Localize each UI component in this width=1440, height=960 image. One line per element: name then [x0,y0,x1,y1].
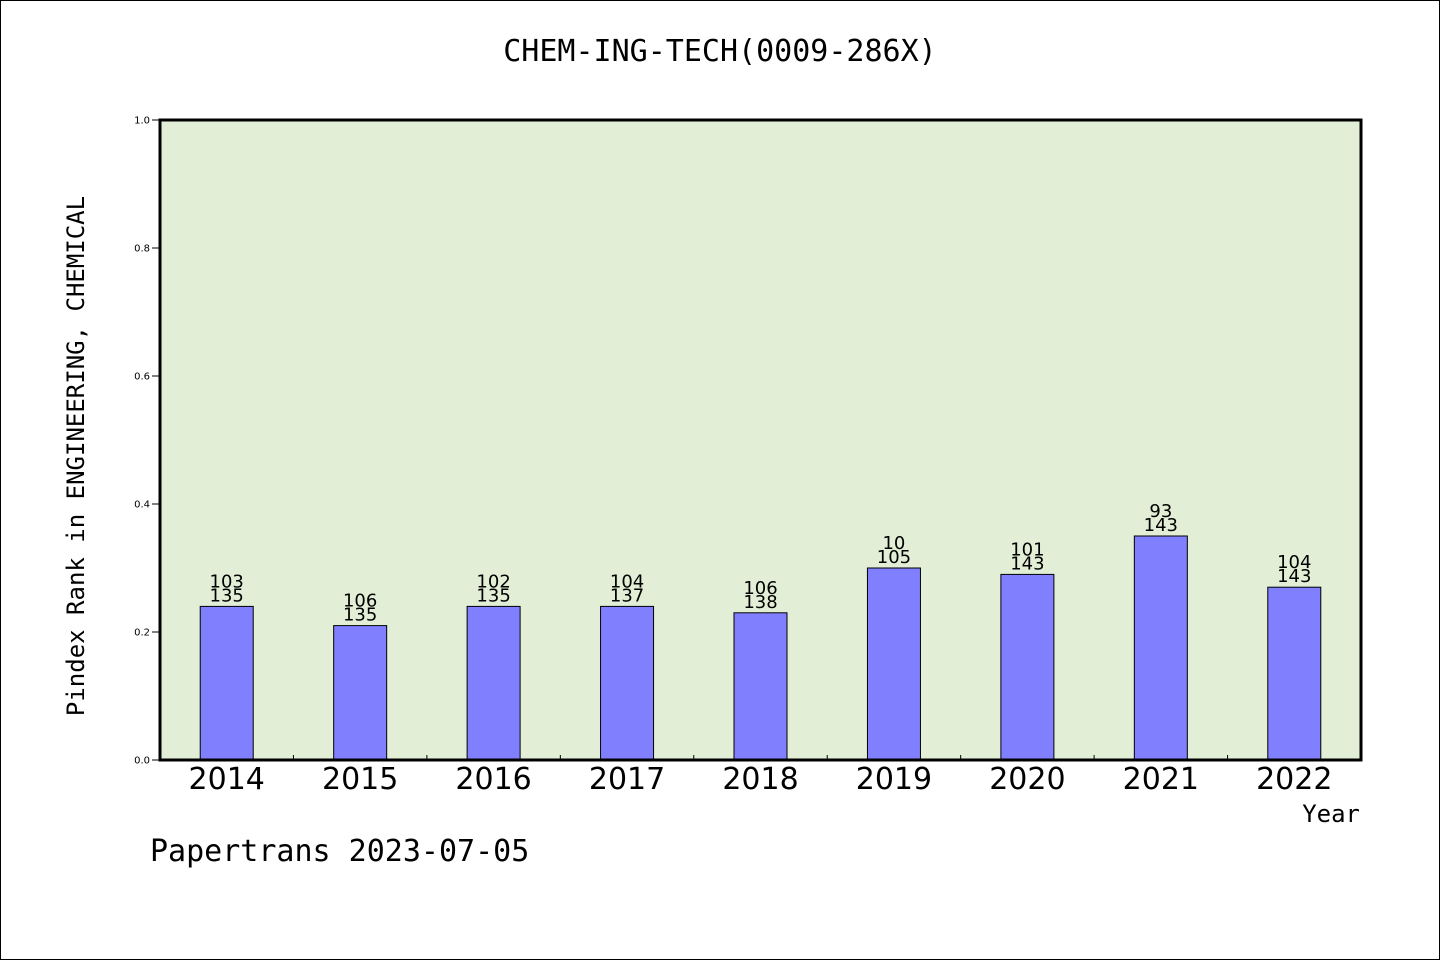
bar [466,605,521,761]
y-tick-label: 0.4 [134,500,150,511]
x-tick-label: 2018 [722,762,798,797]
x-tick-label: 2017 [589,762,665,797]
bar [1133,535,1188,761]
x-axis: 2014 2015 2016 2017 2018 2019 2020 2021 2022 [189,755,1332,797]
x-tick-label: 2022 [1256,762,1332,797]
bar-total-label: 143 [1277,566,1311,587]
bar-total-label: 138 [743,592,777,613]
y-tick-label: 0.6 [134,372,150,383]
bar-total-label: 135 [210,585,244,606]
y-tick-label: 0.0 [134,756,150,767]
bar-rank-label: 104 [610,571,644,592]
bar-total-label: 135 [343,605,377,626]
bar [1000,573,1055,761]
bar [333,625,388,761]
y-tick-label: 1.0 [134,116,150,127]
bar [733,612,788,761]
bar [199,605,254,761]
y-axis: 0.0 0.2 0.4 0.6 0.8 1.0 [134,116,160,767]
bar-rank-label: 102 [476,571,510,592]
x-tick-label: 2021 [1123,762,1199,797]
bar-rank-label: 106 [343,591,377,612]
bar [600,605,655,761]
bar [1267,586,1322,761]
bar-rank-label: 103 [210,571,244,592]
x-tick-label: 2019 [856,762,932,797]
watermark-text: Papertrans 2023-07-05 [150,834,530,869]
bar-rank-label: 93 [1149,501,1172,522]
chart-title: CHEM-ING-TECH(0009-286X) [503,34,937,69]
bar [866,567,921,761]
bar-rank-label: 101 [1010,539,1044,560]
bar-rank-label: 104 [1277,552,1311,573]
x-tick-label: 2020 [989,762,1065,797]
bar-total-label: 105 [877,547,911,568]
bar-total-label: 143 [1144,515,1178,536]
plot-border [158,118,1363,762]
bar-total-label: 137 [610,585,644,606]
x-tick-label: 2016 [455,762,531,797]
bar-total-label: 143 [1010,553,1044,574]
bar-rank-label: 106 [743,578,777,599]
x-tick-label: 2014 [189,762,265,797]
bar-total-label: 135 [476,585,510,606]
x-tick-label: 2015 [322,762,398,797]
y-tick-label: 0.2 [134,628,150,639]
y-tick-label: 0.8 [134,244,150,255]
x-axis-label: Year [1302,800,1360,828]
bar-rank-label: 10 [882,533,905,554]
